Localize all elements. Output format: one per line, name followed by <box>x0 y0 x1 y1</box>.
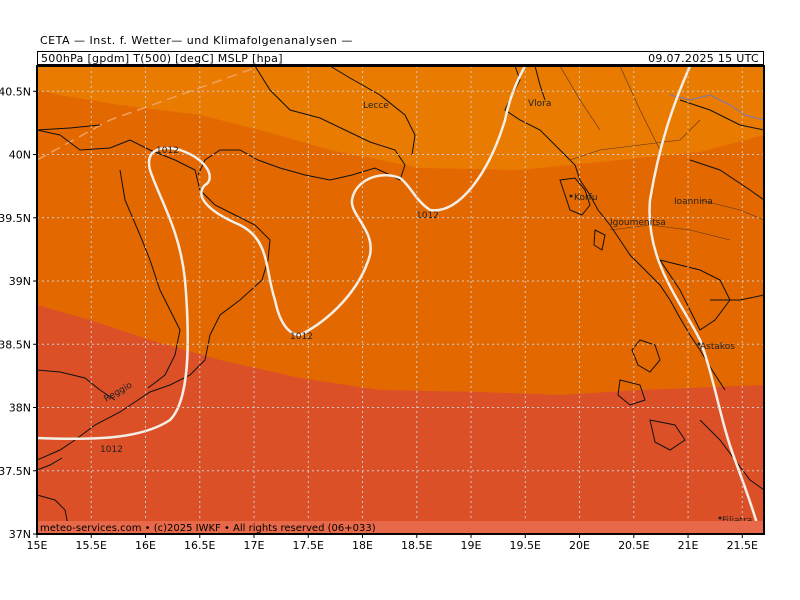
lon-tick-label: 20.5E <box>618 539 649 552</box>
header-valid-time: 09.07.2025 15 UTC <box>648 52 759 65</box>
lon-tick-label: 17.5E <box>293 539 324 552</box>
lon-tick-label: 16E <box>135 539 156 552</box>
isobar-label: 1012 <box>416 211 439 221</box>
geopotential-contour <box>37 66 261 161</box>
city-markers <box>569 194 722 520</box>
place-label: Vlora <box>528 99 551 109</box>
lat-tick-label: 37.5N <box>0 465 31 478</box>
lon-tick-label: 20E <box>569 539 590 552</box>
place-label: Ioannina <box>674 197 713 207</box>
lon-tick-label: 15.5E <box>76 539 107 552</box>
lon-tick-label: 16.5E <box>184 539 215 552</box>
lon-tick-label: 18E <box>352 539 373 552</box>
temp-band-cool <box>37 305 764 534</box>
place-label: Korfu <box>574 193 598 203</box>
lon-tick-label: 19.5E <box>510 539 541 552</box>
place-label: Astakos <box>700 342 735 352</box>
isobars <box>37 66 762 534</box>
lat-tick-label: 39.5N <box>0 212 31 225</box>
lat-tick-label: 40N <box>9 149 31 162</box>
lat-tick-label: 40.5N <box>0 85 31 98</box>
header-params: 500hPa [gpdm] T(500) [degC] MSLP [hpa] <box>41 52 283 65</box>
place-label: Lecce <box>363 101 389 111</box>
lon-tick-label: 18.5E <box>401 539 432 552</box>
credit-strip <box>37 521 764 534</box>
isobar-label: 1012 <box>290 332 313 342</box>
credit-text: meteo-services.com • (c)2025 IWKF • All … <box>40 523 376 534</box>
lat-tick-label: 37N <box>9 528 31 541</box>
map-frame <box>36 65 765 535</box>
longitude-axis: 15E 15.5E 16E 16.5E 17E 17.5E 18E 18.5E 19E 19.5E… <box>27 534 758 552</box>
graticule <box>37 66 764 534</box>
isobar-label: 1012 <box>100 445 123 455</box>
latitude-axis: 37N 37.5N 38N 38.5N 39N 39.5N 40N 40.5N <box>0 85 37 541</box>
lake-border <box>669 94 764 121</box>
temp-band-warm <box>37 66 764 170</box>
place-label: Igoumenitsa <box>610 218 666 228</box>
header-title: CETA — Inst. f. Wetter— und Klimafolgena… <box>40 34 353 47</box>
lat-tick-label: 38.5N <box>0 338 31 351</box>
lat-tick-label: 38N <box>9 402 31 415</box>
lon-tick-label: 17E <box>244 539 265 552</box>
lat-tick-label: 39N <box>9 275 31 288</box>
lon-tick-label: 21E <box>678 539 699 552</box>
isobar-label: 1012 <box>156 146 179 156</box>
lon-tick-label: 19E <box>461 539 482 552</box>
lon-tick-label: 15E <box>27 539 48 552</box>
borders <box>559 66 764 241</box>
lon-tick-label: 21.5E <box>727 539 758 552</box>
header-bar: 500hPa [gpdm] T(500) [degC] MSLP [hpa] 0… <box>37 51 764 65</box>
